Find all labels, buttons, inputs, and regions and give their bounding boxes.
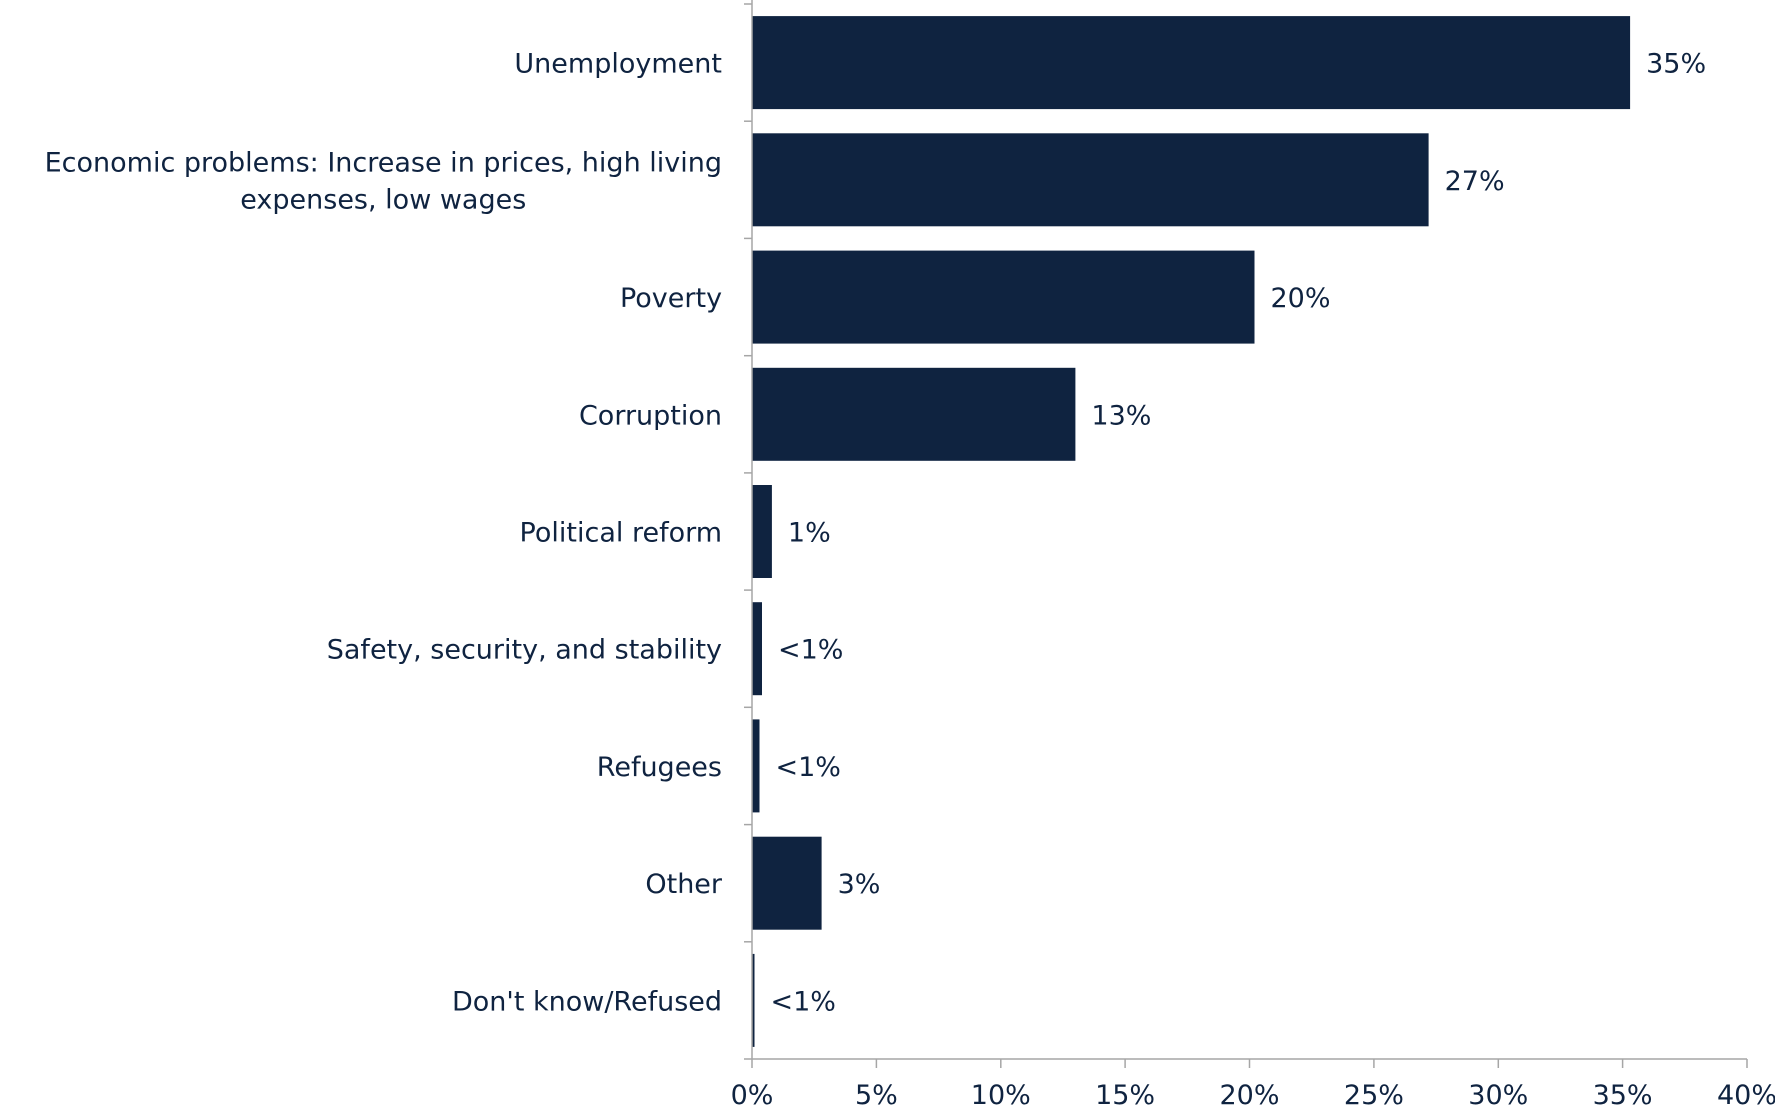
bar <box>752 602 762 696</box>
bar <box>752 16 1631 110</box>
category-label-line: Political reform <box>520 518 722 549</box>
category-label-line: Corruption <box>579 400 722 431</box>
value-label: 13% <box>1091 400 1151 431</box>
value-label: <1% <box>771 986 836 1017</box>
category-label-line: Other <box>645 869 723 900</box>
category-label: Other <box>645 869 723 900</box>
category-label: Don't know/Refused <box>452 986 722 1017</box>
category-label-line: expenses, low wages <box>240 184 526 215</box>
category-label: Poverty <box>620 283 722 314</box>
category-label-line: Unemployment <box>514 49 722 80</box>
value-label: 27% <box>1445 166 1505 197</box>
value-label: 35% <box>1646 49 1706 80</box>
bar <box>752 953 755 1047</box>
x-tick-label: 35% <box>1593 1080 1653 1111</box>
category-label: Economic problems: Increase in prices, h… <box>45 147 722 215</box>
bar <box>752 367 1076 461</box>
value-labels: 35% 27% 20% 13% 1% <1% <1% 3% <1% <box>771 49 1707 1018</box>
axes: 0% 5% 10% 15% 20% 25% 30% 35% 40% <box>731 0 1775 1111</box>
value-label: 3% <box>838 869 881 900</box>
value-label: 20% <box>1271 283 1331 314</box>
x-tick-label: 5% <box>855 1080 898 1111</box>
bar <box>752 719 760 813</box>
category-label: Unemployment <box>514 49 722 80</box>
category-label-line: Safety, security, and stability <box>327 635 722 666</box>
value-label: <1% <box>776 752 841 783</box>
x-tick-label: 0% <box>731 1080 774 1111</box>
bar <box>752 250 1255 344</box>
bars-group <box>752 16 1631 1047</box>
category-label: Refugees <box>597 752 722 783</box>
category-label-line: Poverty <box>620 283 722 314</box>
category-label: Safety, security, and stability <box>327 635 722 666</box>
category-label: Political reform <box>520 518 722 549</box>
category-label-line: Refugees <box>597 752 722 783</box>
category-label-line: Economic problems: Increase in prices, h… <box>45 147 722 178</box>
bar <box>752 485 772 578</box>
x-tick-label: 30% <box>1468 1080 1528 1111</box>
value-label: <1% <box>778 635 843 666</box>
value-label: 1% <box>788 518 831 549</box>
category-label-line: Don't know/Refused <box>452 986 722 1017</box>
x-tick-label: 40% <box>1717 1080 1775 1111</box>
category-labels: Unemployment Economic problems: Increase … <box>45 49 723 1018</box>
category-label: Corruption <box>579 400 722 431</box>
x-tick-label: 10% <box>971 1080 1031 1111</box>
x-tick-label: 25% <box>1344 1080 1404 1111</box>
bar <box>752 133 1429 227</box>
bar <box>752 836 822 930</box>
x-tick-label: 15% <box>1095 1080 1155 1111</box>
x-tick-label: 20% <box>1219 1080 1279 1111</box>
